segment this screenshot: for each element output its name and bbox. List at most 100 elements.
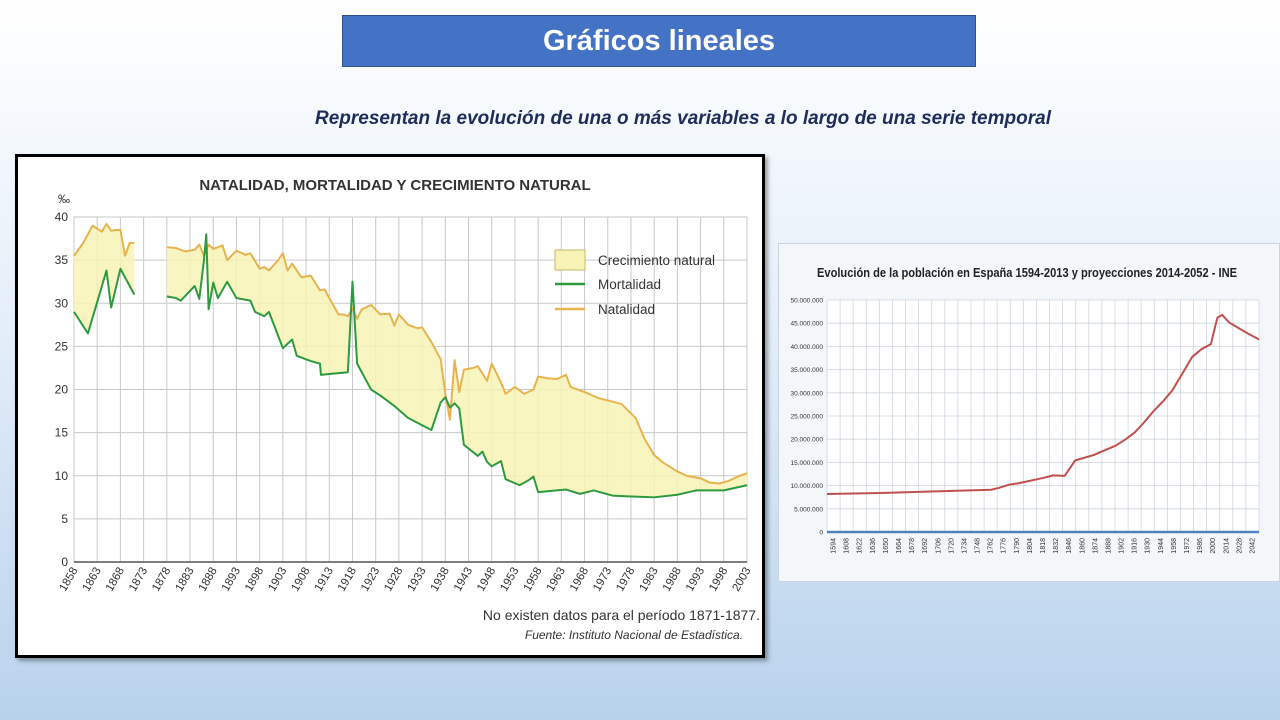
y-tick-label: 30.000.000 [790, 390, 823, 397]
legend-label-natalidad: Natalidad [598, 302, 655, 317]
x-tick-label: 1923 [359, 566, 382, 594]
y-tick-label: 30 [55, 296, 69, 310]
y-tick-label: 0 [819, 530, 823, 537]
y-tick-label: 35 [55, 253, 69, 267]
x-tick-label: 1636 [870, 538, 877, 554]
x-tick-label: 1776 [1001, 538, 1008, 554]
x-tick-label: 1873 [127, 566, 150, 594]
x-tick-label: 1762 [988, 538, 995, 554]
y-tick-label: 10.000.000 [790, 483, 823, 490]
x-tick-label: 1878 [150, 566, 173, 594]
chart-title: Evolución de la población en España 1594… [817, 265, 1237, 280]
x-tick-label: 2028 [1236, 538, 1243, 554]
x-tick-label: 1804 [1027, 538, 1034, 554]
x-tick-label: 1978 [614, 566, 637, 594]
x-tick-label: 1930 [1145, 538, 1152, 554]
x-tick-label: 1944 [1158, 538, 1165, 554]
x-tick-label: 1594 [831, 538, 838, 554]
chart-legend: Crecimiento natural Mortalidad Natalidad [554, 249, 715, 317]
y-tick-label: 45.000.000 [790, 321, 823, 328]
y-tick-label: 20 [55, 383, 69, 397]
x-tick-label: 1933 [406, 566, 429, 594]
y-tick-label: 20.000.000 [790, 437, 823, 444]
x-tick-label: 1928 [382, 566, 405, 594]
y-axis-unit: ‰ [58, 192, 70, 206]
x-tick-label: 1963 [545, 566, 568, 594]
x-tick-label: 1888 [197, 566, 220, 594]
source-note: Fuente: Instituto Nacional de Estadístic… [525, 628, 743, 642]
x-tick-label: 1863 [81, 566, 104, 594]
x-tick-label: 1968 [568, 566, 591, 594]
y-tick-label: 25 [55, 339, 69, 353]
no-data-note: No existen datos para el período 1871-18… [483, 607, 760, 623]
x-tick-label: 1818 [1040, 538, 1047, 554]
y-tick-label: 35.000.000 [790, 367, 823, 374]
y-tick-label: 40 [55, 210, 69, 224]
x-tick-label: 1790 [1014, 538, 1021, 554]
x-tick-label: 1943 [452, 566, 475, 594]
birth-death-chart-frame: NATALIDAD, MORTALIDAD Y CRECIMIENTO NATU… [15, 154, 765, 658]
natural-growth-area [166, 234, 748, 498]
x-tick-label: 1846 [1066, 538, 1073, 554]
x-tick-label: 1692 [922, 538, 929, 554]
x-tick-label: 1998 [707, 566, 730, 594]
series-line-population [826, 313, 1260, 495]
series-line-natalidad [166, 243, 748, 485]
x-tick-label: 1883 [173, 566, 196, 594]
y-tick-label: 5.000.000 [794, 506, 823, 513]
x-tick-label: 1608 [844, 538, 851, 554]
x-tick-label: 1972 [1184, 538, 1191, 554]
x-tick-label: 1948 [475, 566, 498, 594]
x-tick-label: 2003 [730, 566, 753, 594]
x-tick-label: 1958 [1171, 538, 1178, 554]
x-tick-label: 1874 [1092, 538, 1099, 554]
y-tick-label: 25.000.000 [790, 414, 823, 421]
x-tick-label: 1893 [220, 566, 243, 594]
legend-label-mortalidad: Mortalidad [598, 277, 661, 292]
x-tick-label: 1622 [857, 538, 864, 554]
birth-death-chart: NATALIDAD, MORTALIDAD Y CRECIMIENTO NATU… [55, 177, 760, 642]
x-tick-label: 1720 [948, 538, 955, 554]
x-tick-label: 1860 [1079, 538, 1086, 554]
x-tick-label: 1664 [896, 538, 903, 554]
slide-subtitle: Representan la evolución de una o más va… [315, 108, 1051, 129]
x-tick-label: 1993 [684, 566, 707, 594]
slide-title: Gráficos lineales [342, 15, 976, 67]
series-line-mortalidad [166, 233, 748, 499]
x-tick-label: 1913 [313, 566, 336, 594]
y-tick-label: 0 [61, 555, 68, 569]
x-tick-label: 1908 [289, 566, 312, 594]
x-tick-label: 1918 [336, 566, 359, 594]
x-tick-label: 1988 [661, 566, 684, 594]
natural-growth-area [74, 223, 135, 334]
x-tick-label: 2042 [1249, 538, 1256, 554]
x-tick-label: 1858 [57, 566, 80, 594]
x-tick-label: 1953 [498, 566, 521, 594]
x-tick-label: 1678 [909, 538, 916, 554]
y-tick-label: 15.000.000 [790, 460, 823, 467]
x-tick-label: 1868 [104, 566, 127, 594]
y-tick-label: 15 [55, 426, 69, 440]
x-tick-label: 1973 [591, 566, 614, 594]
x-tick-label: 1983 [638, 566, 661, 594]
x-tick-label: 2014 [1223, 538, 1230, 554]
x-tick-label: 1888 [1105, 538, 1112, 554]
legend-label-crecimiento: Crecimiento natural [598, 253, 715, 268]
population-chart-frame: Evolución de la población en España 1594… [778, 243, 1280, 582]
chart-title: NATALIDAD, MORTALIDAD Y CRECIMIENTO NATU… [199, 177, 590, 194]
x-tick-label: 1832 [1053, 538, 1060, 554]
y-tick-label: 50.000.000 [790, 298, 823, 305]
y-tick-label: 10 [55, 469, 69, 483]
y-tick-label: 40.000.000 [790, 344, 823, 351]
series-line-mortalidad [73, 267, 136, 335]
x-tick-label: 1748 [975, 538, 982, 554]
legend-swatch-crecimiento [554, 249, 586, 271]
y-tick-label: 5 [61, 512, 68, 526]
x-tick-label: 1902 [1119, 538, 1126, 554]
x-tick-label: 1706 [935, 538, 942, 554]
x-tick-label: 1958 [522, 566, 545, 594]
x-tick-label: 1916 [1132, 538, 1139, 554]
x-tick-label: 1938 [429, 566, 452, 594]
x-tick-label: 1986 [1197, 538, 1204, 554]
x-tick-label: 1898 [243, 566, 266, 594]
